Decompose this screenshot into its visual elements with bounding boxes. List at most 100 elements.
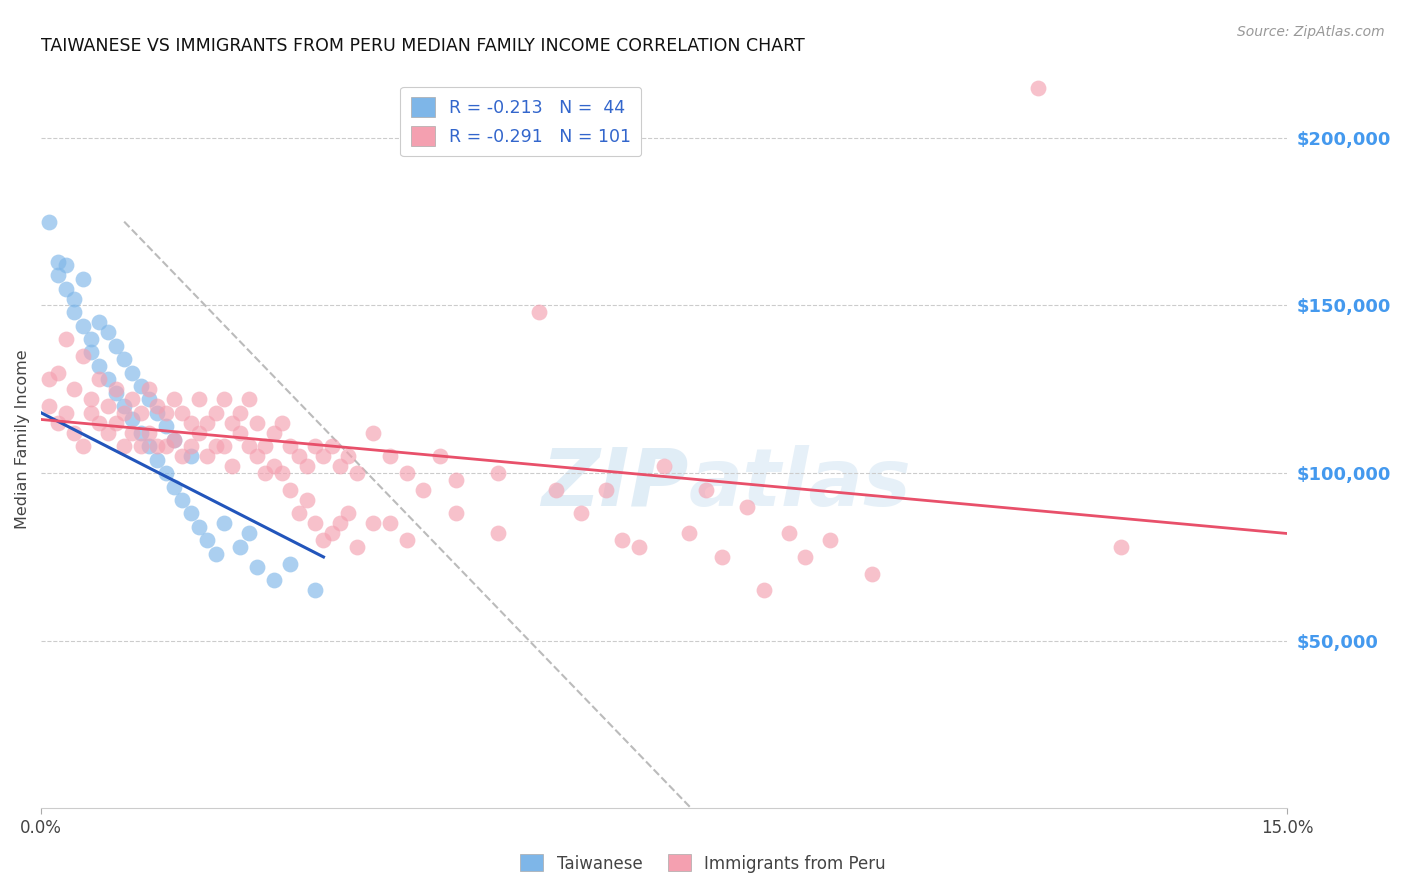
Point <box>278 557 301 571</box>
Point <box>1026 80 1049 95</box>
Point <box>778 526 800 541</box>
Point <box>80 332 103 346</box>
Point <box>446 507 468 521</box>
Point <box>89 315 111 329</box>
Point <box>146 452 169 467</box>
Point <box>104 382 127 396</box>
Point <box>304 583 326 598</box>
Point <box>112 439 135 453</box>
Point <box>486 526 509 541</box>
Point <box>695 483 717 497</box>
Point <box>221 416 243 430</box>
Text: atlas: atlas <box>689 445 911 523</box>
Point <box>187 392 209 407</box>
Point <box>129 406 152 420</box>
Point <box>172 406 194 420</box>
Point <box>146 406 169 420</box>
Point <box>163 392 186 407</box>
Point <box>180 507 202 521</box>
Point <box>38 372 60 386</box>
Point <box>63 425 86 440</box>
Point <box>46 268 69 283</box>
Point <box>63 305 86 319</box>
Point <box>72 349 94 363</box>
Point <box>55 282 77 296</box>
Point <box>295 459 318 474</box>
Point <box>38 214 60 228</box>
Point <box>246 450 269 464</box>
Point <box>195 416 218 430</box>
Point <box>55 406 77 420</box>
Legend: Taiwanese, Immigrants from Peru: Taiwanese, Immigrants from Peru <box>513 847 893 880</box>
Point <box>187 520 209 534</box>
Point <box>80 406 103 420</box>
Text: Source: ZipAtlas.com: Source: ZipAtlas.com <box>1237 25 1385 39</box>
Point <box>246 416 269 430</box>
Point <box>678 526 700 541</box>
Point <box>138 439 160 453</box>
Point <box>72 271 94 285</box>
Point <box>63 292 86 306</box>
Text: TAIWANESE VS IMMIGRANTS FROM PERU MEDIAN FAMILY INCOME CORRELATION CHART: TAIWANESE VS IMMIGRANTS FROM PERU MEDIAN… <box>41 37 804 55</box>
Point <box>312 450 335 464</box>
Point <box>254 439 277 453</box>
Point <box>287 507 309 521</box>
Point <box>163 479 186 493</box>
Point <box>363 425 385 440</box>
Point <box>112 406 135 420</box>
Point <box>595 483 617 497</box>
Point <box>163 433 186 447</box>
Point <box>138 382 160 396</box>
Point <box>38 399 60 413</box>
Point <box>363 516 385 531</box>
Point <box>112 352 135 367</box>
Point <box>46 255 69 269</box>
Point <box>212 516 235 531</box>
Point <box>146 439 169 453</box>
Point <box>312 533 335 548</box>
Point <box>229 425 252 440</box>
Point <box>195 450 218 464</box>
Point <box>752 583 775 598</box>
Text: ZIP: ZIP <box>541 445 689 523</box>
Point <box>129 379 152 393</box>
Point <box>155 466 177 480</box>
Point <box>229 406 252 420</box>
Point <box>271 466 294 480</box>
Point <box>155 406 177 420</box>
Point <box>263 574 285 588</box>
Point <box>104 385 127 400</box>
Point <box>818 533 841 548</box>
Point <box>204 439 226 453</box>
Point <box>129 439 152 453</box>
Point <box>346 466 368 480</box>
Point <box>63 382 86 396</box>
Point <box>278 483 301 497</box>
Point <box>304 516 326 531</box>
Point <box>121 425 143 440</box>
Point <box>378 450 401 464</box>
Point <box>860 566 883 581</box>
Point <box>486 466 509 480</box>
Point <box>569 507 592 521</box>
Point <box>212 392 235 407</box>
Point <box>329 516 352 531</box>
Point <box>794 549 817 564</box>
Point <box>287 450 309 464</box>
Point <box>204 547 226 561</box>
Point <box>544 483 567 497</box>
Point <box>96 425 118 440</box>
Point <box>55 332 77 346</box>
Point <box>263 425 285 440</box>
Point <box>129 425 152 440</box>
Point <box>187 425 209 440</box>
Point <box>121 412 143 426</box>
Point <box>138 392 160 407</box>
Point <box>180 450 202 464</box>
Point <box>121 366 143 380</box>
Point <box>163 433 186 447</box>
Point <box>55 258 77 272</box>
Legend: R = -0.213   N =  44, R = -0.291   N = 101: R = -0.213 N = 44, R = -0.291 N = 101 <box>401 87 641 156</box>
Point <box>238 439 260 453</box>
Point <box>395 533 418 548</box>
